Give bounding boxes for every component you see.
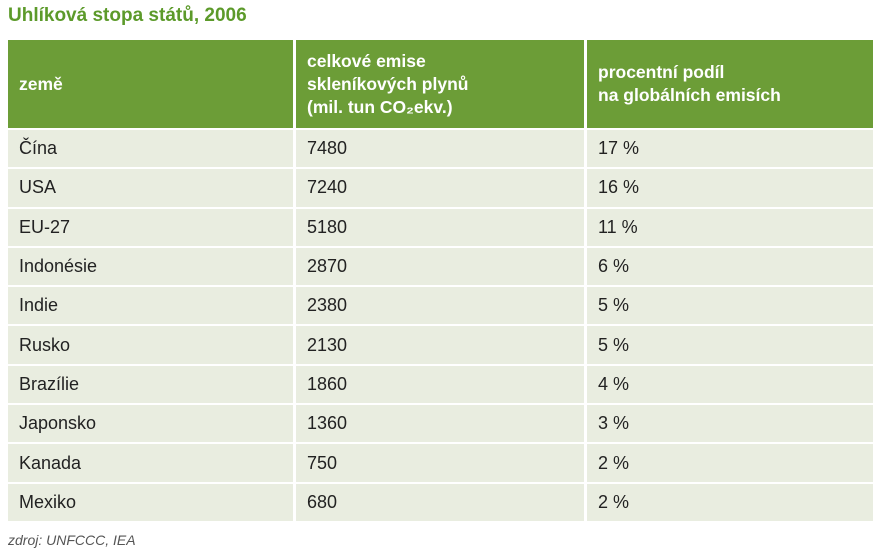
header-cell: procentní podíl na globálních emisích (587, 40, 873, 128)
table-cell: Mexiko (8, 483, 293, 521)
header-line: země (19, 73, 63, 94)
table-cell: 16 % (587, 169, 873, 207)
header-cell: země (8, 40, 293, 128)
table-cell: USA (8, 169, 293, 207)
table-cell: Rusko (8, 326, 293, 364)
table-cell: 3 % (587, 405, 873, 443)
table-cell: 1360 (296, 405, 584, 443)
table-cell: 1860 (296, 365, 584, 404)
table-cell: 5180 (296, 208, 584, 246)
header-line: skleníkových plynů (307, 73, 469, 94)
table-cell: 750 (296, 444, 584, 482)
header-line: na globálních emisích (598, 85, 781, 105)
table-cell: Indonésie (8, 247, 293, 286)
table-cell: Japonsko (8, 405, 293, 443)
table-cell: 5 % (587, 326, 873, 364)
header-line: (mil. tun CO₂ekv.) (307, 96, 453, 117)
table-cell: 2 % (587, 444, 873, 482)
table-cell: 17 % (587, 130, 873, 168)
table-cell: 5 % (587, 287, 873, 325)
table-cell: 6 % (587, 247, 873, 286)
source-note: zdroj: UNFCCC, IEA (8, 532, 136, 548)
table-cell: Brazílie (8, 365, 293, 404)
data-table: země celkové emise skleníkových plynů (mil.… (8, 40, 873, 521)
table-cell: 11 % (587, 208, 873, 246)
table-cell: Indie (8, 287, 293, 325)
table-cell: 680 (296, 483, 584, 521)
table-cell: Čína (8, 130, 293, 168)
table-title: Uhlíková stopa států, 2006 (8, 5, 247, 26)
table-cell: 4 % (587, 365, 873, 404)
table-cell: 7240 (296, 169, 584, 207)
header-line: procentní podíl (598, 62, 725, 82)
header-line: celkové emise (307, 50, 426, 71)
header-cell: celkové emise skleníkových plynů (mil. tun… (296, 40, 584, 128)
table-cell: 2380 (296, 287, 584, 325)
table-cell: 7480 (296, 130, 584, 168)
table-cell: 2 % (587, 483, 873, 521)
table-cell: Kanada (8, 444, 293, 482)
table-cell: 2870 (296, 247, 584, 286)
table-cell: 2130 (296, 326, 584, 364)
table-cell: EU-27 (8, 208, 293, 246)
